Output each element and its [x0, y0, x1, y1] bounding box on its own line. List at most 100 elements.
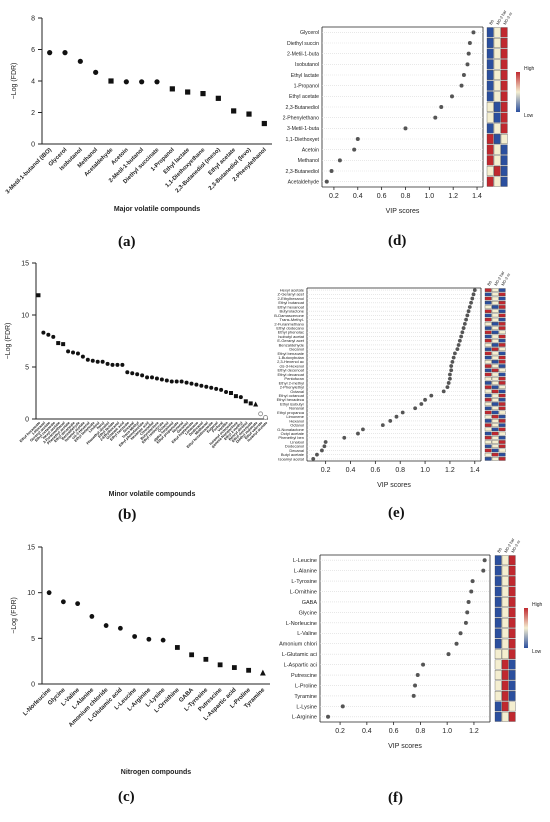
heatmap-cell — [484, 326, 492, 330]
vip-point — [337, 158, 342, 163]
heatmap-cell — [508, 586, 516, 597]
data-point-circle — [164, 378, 169, 383]
compound-label: L-Glutamic aci — [282, 652, 317, 658]
panel-label-f: (f) — [388, 790, 403, 806]
data-point-circle — [75, 351, 80, 356]
heatmap-cell — [484, 347, 492, 351]
data-point-open — [258, 411, 263, 417]
x-tick-label: 1.2 — [469, 728, 479, 735]
compound-label: Ethyl isobutyr — [280, 401, 305, 406]
compound-label: 2-Ethylhexanol — [278, 296, 305, 301]
compound-label: Benzaldehyde — [279, 342, 305, 347]
heatmap-cell — [491, 448, 499, 453]
heatmap-cell — [493, 155, 501, 166]
heatmap-cell — [491, 334, 499, 339]
data-point-circle — [154, 79, 160, 85]
data-point-circle — [194, 382, 199, 387]
heatmap-cell — [501, 711, 509, 722]
heatmap-cell — [494, 617, 502, 628]
data-point-circle — [95, 359, 100, 364]
vip-point — [320, 448, 324, 453]
heatmap-cell — [484, 330, 492, 335]
compound-label: Butyrolactone — [280, 309, 305, 314]
heatmap-cell — [498, 338, 506, 343]
x-tick-label: 0.2 — [321, 467, 331, 474]
y-tick-label: 15 — [27, 545, 35, 552]
heatmap-cell — [484, 448, 492, 453]
heatmap-cell — [500, 70, 508, 80]
heatmap-cell — [484, 402, 492, 406]
heatmap-cell — [491, 288, 499, 292]
vip-point — [459, 334, 464, 339]
heatmap-cell — [500, 112, 508, 123]
data-point-circle — [89, 614, 95, 619]
compound-label: E-Geranyl acet — [277, 338, 305, 343]
heatmap-cell — [501, 617, 509, 628]
data-point-circle — [75, 601, 81, 607]
x-axis-label: Nitrogen compounds — [121, 769, 191, 776]
y-tick-label: 10 — [27, 590, 35, 597]
vip-point — [329, 169, 334, 173]
heatmap-cell — [491, 389, 499, 394]
heatmap-cell — [508, 670, 516, 680]
data-point-circle — [77, 58, 83, 64]
compound-label: 2-Furanmethano — [274, 321, 304, 326]
heatmap-cell — [501, 649, 509, 660]
compound-label: Isobutyl acetat — [278, 334, 305, 339]
vip-point — [380, 423, 385, 428]
data-point-circle — [179, 379, 184, 384]
compound-label: Amonium chlori — [279, 642, 317, 648]
data-point-circle — [123, 79, 129, 85]
compound-label: 2,3-Hexenol ac — [277, 359, 304, 364]
data-point-circle — [51, 334, 56, 339]
heatmap-cell — [494, 638, 502, 649]
heatmap-cell — [501, 670, 509, 680]
compound-label: Ethyl octanoat — [279, 393, 305, 398]
data-point-square — [233, 394, 238, 399]
compound-label: Methanol — [298, 158, 319, 164]
vip-point — [415, 673, 420, 678]
heatmap-cell — [498, 393, 506, 398]
heatmap-cell — [484, 288, 492, 292]
heatmap-cell — [508, 555, 516, 566]
heatmap-cell — [494, 576, 502, 586]
heatmap-cell — [493, 91, 501, 102]
heatmap-cell — [498, 334, 506, 339]
data-point-circle — [199, 383, 204, 388]
heatmap-cell — [491, 452, 499, 457]
heatmap-cell — [501, 628, 509, 639]
heatmap-cell — [494, 649, 502, 660]
vip-point — [419, 402, 424, 406]
heatmap-cell — [493, 27, 501, 38]
data-point-circle — [159, 377, 164, 382]
y-axis-label: −Log (FDR) — [5, 323, 12, 360]
heatmap-cell — [494, 691, 502, 701]
x-tick-label: 1.2 — [448, 193, 458, 200]
heatmap-cell — [501, 586, 509, 597]
vip-point — [471, 30, 476, 35]
vip-point — [413, 406, 418, 411]
heatmap-cell — [501, 691, 509, 701]
y-tick-label: 0 — [31, 682, 35, 689]
heatmap-cell — [486, 166, 494, 176]
compound-label: Phenethyl ben — [278, 435, 304, 440]
vip-point — [466, 309, 471, 314]
data-point-circle — [62, 50, 68, 56]
x-tick-label: 0.8 — [401, 193, 411, 200]
x-axis-label: VIP scores — [388, 743, 422, 750]
heatmap-cell — [491, 305, 499, 309]
heatmap-cell — [484, 440, 492, 444]
compound-label: Ethyl lactate — [291, 73, 319, 79]
compound-label: Isobutanol — [295, 62, 319, 68]
heatmap-cell — [491, 368, 499, 373]
heatmap-cell — [491, 376, 499, 381]
compound-label: Tyramine — [294, 694, 317, 700]
panel-label-c: (c) — [118, 789, 135, 805]
heatmap-cell — [493, 166, 501, 176]
vip-point — [454, 641, 459, 646]
heatmap-cell — [484, 457, 492, 461]
heatmap-cell — [498, 313, 506, 318]
vip-point — [355, 137, 360, 141]
heatmap-cell — [491, 301, 499, 305]
